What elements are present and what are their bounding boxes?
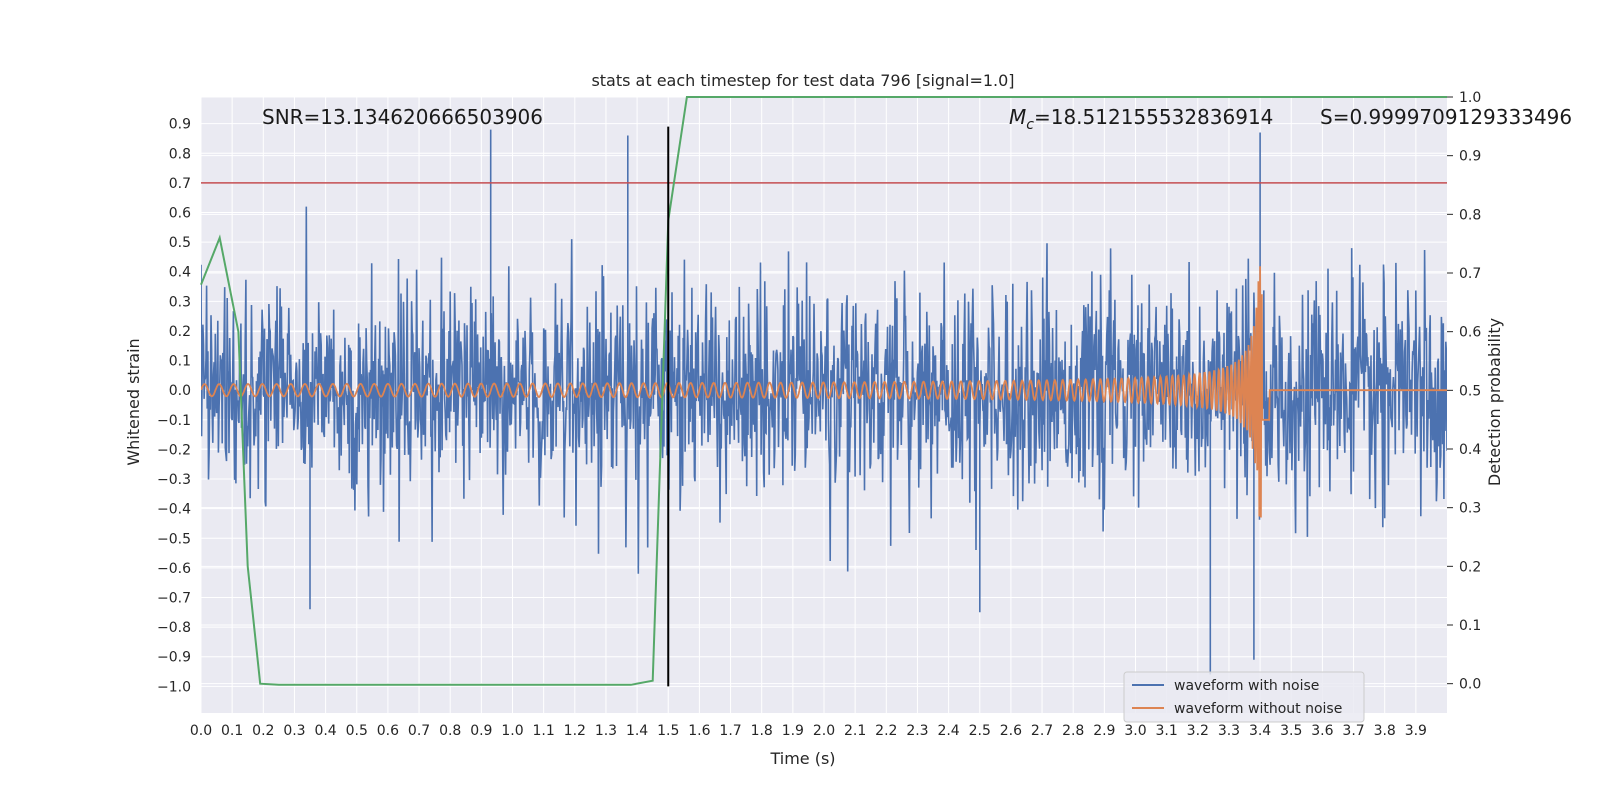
x-tick-label: 0.5 <box>346 723 368 739</box>
x-tick-label: 2.6 <box>1000 723 1022 739</box>
x-tick-label: 3.9 <box>1405 723 1427 739</box>
x-tick-label: 2.8 <box>1062 723 1084 739</box>
x-tick-label: 1.9 <box>782 723 804 739</box>
x-tick-label: 3.6 <box>1311 723 1333 739</box>
x-tick-label: 1.7 <box>719 723 741 739</box>
x-tick-label: 1.3 <box>595 723 617 739</box>
x-tick-label: 0.8 <box>439 723 461 739</box>
x-tick-label: 2.5 <box>969 723 991 739</box>
y-tick-label-left: 0.5 <box>169 235 191 251</box>
series-waveform-with-noise <box>201 129 1447 675</box>
x-tick-label: 1.1 <box>533 723 555 739</box>
y-tick-label-left: 0.4 <box>169 265 191 281</box>
x-tick-label: 2.9 <box>1093 723 1115 739</box>
chirp-mass-value: =18.512155532836914 <box>1034 105 1273 129</box>
x-tick-label: 2.2 <box>875 723 897 739</box>
x-tick-label: 2.3 <box>906 723 928 739</box>
y-tick-label-left: −0.2 <box>157 442 191 458</box>
legend-box <box>1123 671 1365 723</box>
x-tick-label: 3.2 <box>1187 723 1209 739</box>
y-tick-label-left: 0.3 <box>169 294 191 310</box>
chirp-mass-symbol: M <box>1009 105 1026 129</box>
x-tick-label: 1.6 <box>688 723 710 739</box>
x-tick-label: 0.7 <box>408 723 430 739</box>
y-tick-label-left: −0.5 <box>157 531 191 547</box>
y-tick-label-right: 0.5 <box>1459 383 1481 399</box>
y-tick-label-left: −0.6 <box>157 561 191 577</box>
plot-lines <box>200 96 1447 687</box>
y-tick-label-right: 0.2 <box>1459 559 1481 575</box>
y-tick-label-left: 0.0 <box>169 383 191 399</box>
chirp-mass-annotation: Mc=18.512155532836914 <box>1009 105 1273 133</box>
x-tick-label: 0.1 <box>221 723 243 739</box>
snr-annotation: SNR=13.134620666503906 <box>262 105 543 129</box>
x-tick-label: 2.7 <box>1031 723 1053 739</box>
y-tick-label-right: 0.3 <box>1459 501 1481 517</box>
y-tick-label-right: 0.8 <box>1459 207 1481 223</box>
y-tick-label-right: 1.0 <box>1459 90 1481 106</box>
x-tick-label: 1.5 <box>657 723 679 739</box>
x-tick-label: 1.0 <box>501 723 523 739</box>
y-tick-label-right: 0.0 <box>1459 677 1481 693</box>
y-tick-label-left: −0.3 <box>157 472 191 488</box>
y-tick-label-right: 0.1 <box>1459 618 1481 634</box>
y-tick-label-left: −0.8 <box>157 620 191 636</box>
y-tick-label-right: 0.6 <box>1459 325 1481 341</box>
x-tick-label: 3.5 <box>1280 723 1302 739</box>
y-tick-label-left: 0.1 <box>169 354 191 370</box>
x-tick-label: 1.8 <box>751 723 773 739</box>
s-annotation: S=0.9999709129333496 <box>1320 105 1572 129</box>
y-tick-label-right: 0.9 <box>1459 149 1481 165</box>
y-tick-label-left: −0.9 <box>157 650 191 666</box>
legend-noisy-label: waveform with noise <box>1174 678 1319 694</box>
x-tick-label: 0.9 <box>470 723 492 739</box>
x-tick-label: 3.1 <box>1156 723 1178 739</box>
x-tick-label: 0.6 <box>377 723 399 739</box>
y-tick-label-left: 0.8 <box>169 146 191 162</box>
y-tick-label-right: 0.4 <box>1459 442 1481 458</box>
x-tick-label: 3.7 <box>1342 723 1364 739</box>
x-tick-label: 3.8 <box>1374 723 1396 739</box>
x-tick-label: 2.1 <box>844 723 866 739</box>
y-tick-label-left: −0.7 <box>157 591 191 607</box>
x-tick-label: 2.4 <box>937 723 959 739</box>
y-tick-label-left: 0.2 <box>169 324 191 340</box>
chirp-mass-subscript: c <box>1026 117 1034 133</box>
x-tick-label: 2.0 <box>813 723 835 739</box>
x-tick-label: 1.4 <box>626 723 648 739</box>
x-tick-label: 0.0 <box>190 723 212 739</box>
x-tick-label: 0.2 <box>252 723 274 739</box>
x-tick-label: 0.3 <box>283 723 305 739</box>
x-tick-label: 0.4 <box>314 723 336 739</box>
series-waveform-without-noise <box>201 266 1447 518</box>
x-tick-label: 3.0 <box>1124 723 1146 739</box>
chart-title: stats at each timestep for test data 796… <box>591 71 1014 90</box>
y-tick-label-left: −0.1 <box>157 413 191 429</box>
y-tick-label-left: −1.0 <box>157 679 191 695</box>
y-axis-label-right: Detection probability <box>1485 318 1504 486</box>
x-tick-label: 3.4 <box>1249 723 1271 739</box>
x-axis-label: Time (s) <box>769 749 835 768</box>
y-tick-label-left: 0.6 <box>169 206 191 222</box>
y-tick-label-left: 0.9 <box>169 117 191 133</box>
x-tick-label: 3.3 <box>1218 723 1240 739</box>
y-tick-label-left: −0.4 <box>157 502 191 518</box>
x-tick-label: 1.2 <box>564 723 586 739</box>
axis-ticks: 0.0 0.1 0.2 0.3 0.4 0.5 0.6 0.7 0.8 0.9 1.0 1.1 1.2 1… <box>157 90 1481 739</box>
y-tick-label-left: 0.7 <box>169 176 191 192</box>
legend: waveform with noise waveform without noi… <box>1123 671 1365 723</box>
y-axis-label-left: Whitened strain <box>124 338 143 465</box>
legend-clean-label: waveform without noise <box>1174 701 1342 717</box>
y-tick-label-right: 0.7 <box>1459 266 1481 282</box>
